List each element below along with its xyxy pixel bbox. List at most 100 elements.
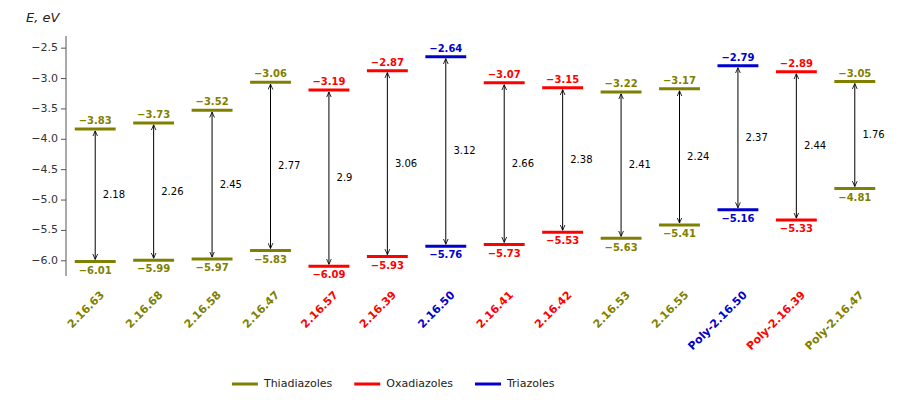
gap-arrow xyxy=(270,84,271,248)
homo-label: −5.63 xyxy=(605,242,638,253)
homo-label: −5.41 xyxy=(663,228,696,239)
y-tick-label: −3.5 xyxy=(31,102,58,115)
lumo-level xyxy=(601,90,642,93)
gap-label: 2.9 xyxy=(337,172,353,183)
lumo-level xyxy=(542,86,583,89)
lumo-level xyxy=(250,81,291,84)
y-tick-label: −5.5 xyxy=(31,223,58,236)
gap-arrow xyxy=(854,84,855,187)
lumo-label: −3.22 xyxy=(605,78,638,89)
lumo-label: −3.06 xyxy=(254,68,287,79)
y-tick xyxy=(61,169,66,170)
y-tick xyxy=(61,48,66,49)
y-tick xyxy=(61,200,66,201)
gap-arrow xyxy=(621,94,622,236)
lumo-label: −3.17 xyxy=(663,75,696,86)
gap-arrow xyxy=(504,85,505,243)
category-label: Poly-2.16.50 xyxy=(686,288,750,352)
gap-arrow xyxy=(328,92,329,264)
category-label: 2.16.58 xyxy=(182,289,224,331)
homo-level xyxy=(601,237,642,240)
gap-arrow xyxy=(679,91,680,223)
legend-item: Oxadiazoles xyxy=(354,377,453,390)
lumo-label: −3.73 xyxy=(137,109,170,120)
homo-level xyxy=(717,208,758,211)
category-label: 2.16.53 xyxy=(591,289,633,331)
y-tick-label: −4.5 xyxy=(31,163,58,176)
chart-title: E, eV xyxy=(26,10,60,25)
category-label: 2.16.63 xyxy=(65,289,107,331)
homo-label: −6.09 xyxy=(312,269,345,280)
gap-label: 2.24 xyxy=(687,151,709,162)
y-tick xyxy=(61,78,66,79)
homo-level xyxy=(192,257,233,260)
legend-label: Thiadiazoles xyxy=(263,377,333,390)
homo-level xyxy=(133,259,174,262)
lumo-level xyxy=(308,89,349,92)
homo-level xyxy=(776,219,817,222)
homo-label: −5.16 xyxy=(721,213,754,224)
y-tick-label: −3.0 xyxy=(31,72,58,85)
lumo-level xyxy=(717,64,758,67)
homo-level xyxy=(308,265,349,268)
homo-label: −5.73 xyxy=(488,248,521,259)
lumo-label: −3.19 xyxy=(312,76,345,87)
lumo-level xyxy=(425,55,466,58)
lumo-label: −2.87 xyxy=(371,57,404,68)
legend-item: Triazoles xyxy=(475,377,555,390)
gap-arrow xyxy=(153,125,154,258)
lumo-level xyxy=(133,121,174,124)
gap-arrow xyxy=(737,68,738,208)
category-label: 2.16.47 xyxy=(240,289,282,331)
category-label: Poly-2.16.39 xyxy=(744,289,808,353)
category-label: 2.16.39 xyxy=(357,289,399,331)
labels: 2.18−3.83−6.012.26−3.73−5.992.45−3.52−5.… xyxy=(79,43,885,281)
y-tick-label: −6.0 xyxy=(31,254,58,267)
gap-arrow xyxy=(796,74,797,218)
gap-label: 2.37 xyxy=(746,132,768,143)
homo-level xyxy=(425,245,466,248)
gap-label: 1.76 xyxy=(862,129,884,140)
category-label: 2.16.50 xyxy=(415,288,457,330)
homo-label: −5.97 xyxy=(196,262,229,273)
legend-item: Thiadiazoles xyxy=(232,377,333,390)
gap-label: 2.44 xyxy=(804,140,826,151)
y-tick-label: −5.0 xyxy=(31,193,58,206)
lumo-label: −2.79 xyxy=(721,52,754,63)
legend-label: Oxadiazoles xyxy=(386,377,453,390)
gap-label: 2.77 xyxy=(278,160,300,171)
lumo-level xyxy=(776,70,817,73)
category-label: 2.16.55 xyxy=(649,289,691,331)
homo-level xyxy=(542,231,583,234)
gap-arrow xyxy=(562,90,563,231)
lumo-label: −3.05 xyxy=(838,68,871,79)
category-label: 2.16.68 xyxy=(123,289,165,331)
legend-swatch xyxy=(354,383,380,386)
legend-label: Triazoles xyxy=(506,377,555,390)
homo-label: −5.93 xyxy=(371,260,404,271)
lumo-label: −3.15 xyxy=(546,74,579,85)
lumo-level xyxy=(367,69,408,72)
y-tick xyxy=(61,139,66,140)
gap-label: 2.18 xyxy=(103,189,125,200)
gap-label: 3.06 xyxy=(395,158,417,169)
homo-label: −5.33 xyxy=(780,223,813,234)
chart: E, eV−6.0−5.5−5.0−4.5−4.0−3.5−3.0−2.52.1… xyxy=(0,0,900,400)
homo-label: −5.99 xyxy=(137,263,170,274)
homo-label: −5.83 xyxy=(254,254,287,265)
y-axis-line xyxy=(66,36,67,276)
lumo-level xyxy=(192,109,233,112)
legend-swatch xyxy=(232,383,258,386)
gap-label: 2.38 xyxy=(570,154,592,165)
lumo-label: −2.89 xyxy=(780,58,813,69)
gap-label: 2.45 xyxy=(220,179,242,190)
category-label: 2.16.57 xyxy=(299,289,341,331)
y-tick-label: −2.5 xyxy=(31,41,58,54)
homo-level xyxy=(659,223,700,226)
lumo-label: −2.64 xyxy=(429,43,462,54)
homo-level xyxy=(250,249,291,252)
lumo-level xyxy=(484,81,525,84)
legend: Thiadiazoles Oxadiazoles Triazoles xyxy=(232,377,555,390)
gap-arrow xyxy=(95,131,96,259)
homo-level xyxy=(367,255,408,258)
